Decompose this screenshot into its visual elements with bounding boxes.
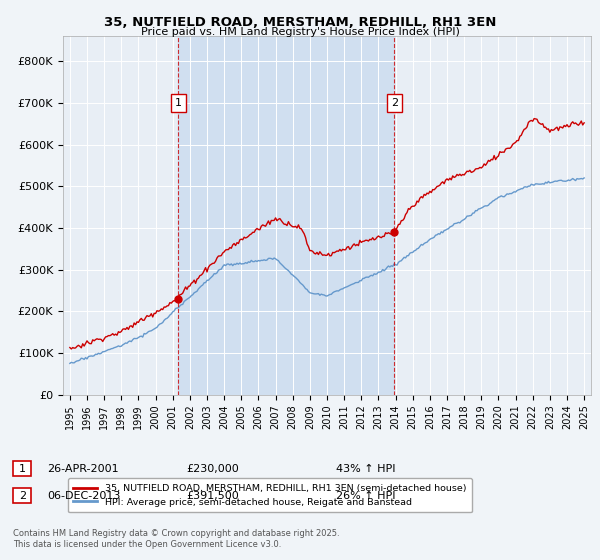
Text: 43% ↑ HPI: 43% ↑ HPI: [336, 464, 395, 474]
Text: 06-DEC-2013: 06-DEC-2013: [47, 491, 120, 501]
Text: 26-APR-2001: 26-APR-2001: [47, 464, 118, 474]
Text: £230,000: £230,000: [186, 464, 239, 474]
Bar: [178, 36, 394, 395]
Text: 26% ↑ HPI: 26% ↑ HPI: [336, 491, 395, 501]
Text: 35, NUTFIELD ROAD, MERSTHAM, REDHILL, RH1 3EN: 35, NUTFIELD ROAD, MERSTHAM, REDHILL, RH…: [104, 16, 496, 29]
Text: 1: 1: [19, 464, 26, 474]
Text: 1: 1: [175, 98, 182, 108]
Text: Price paid vs. HM Land Registry's House Price Index (HPI): Price paid vs. HM Land Registry's House …: [140, 27, 460, 37]
Text: Contains HM Land Registry data © Crown copyright and database right 2025.
This d: Contains HM Land Registry data © Crown c…: [13, 529, 340, 549]
Text: £391,500: £391,500: [186, 491, 239, 501]
Legend: 35, NUTFIELD ROAD, MERSTHAM, REDHILL, RH1 3EN (semi-detached house), HPI: Averag: 35, NUTFIELD ROAD, MERSTHAM, REDHILL, RH…: [68, 478, 472, 512]
Text: 2: 2: [391, 98, 398, 108]
Text: 2: 2: [19, 491, 26, 501]
